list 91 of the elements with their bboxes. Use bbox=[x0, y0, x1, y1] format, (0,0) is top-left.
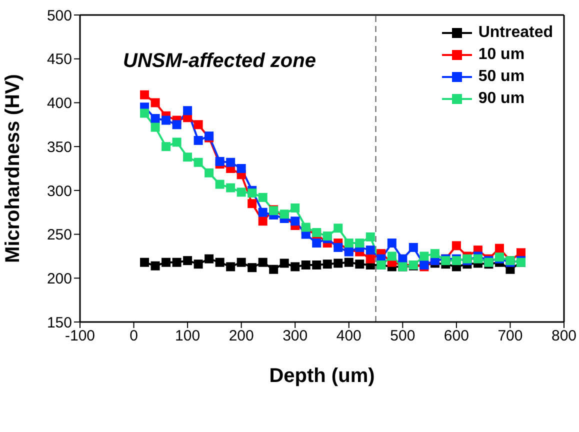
point bbox=[172, 258, 182, 267]
y-tick-label: 450 bbox=[46, 51, 72, 68]
point bbox=[258, 192, 268, 202]
point bbox=[366, 232, 375, 242]
y-tick-label: 400 bbox=[46, 95, 72, 112]
point bbox=[215, 180, 224, 189]
y-tick-label: 250 bbox=[46, 226, 72, 244]
y-tick-label: 500 bbox=[46, 7, 72, 24]
point bbox=[236, 164, 246, 173]
point bbox=[366, 246, 375, 255]
point bbox=[258, 216, 268, 226]
point bbox=[248, 199, 257, 208]
point bbox=[215, 258, 224, 267]
point bbox=[204, 254, 214, 264]
point bbox=[344, 258, 354, 267]
x-tick-label: 600 bbox=[444, 328, 469, 345]
point bbox=[172, 138, 182, 147]
point bbox=[334, 242, 343, 252]
point bbox=[322, 260, 332, 269]
point bbox=[150, 122, 160, 132]
point bbox=[473, 254, 482, 264]
point bbox=[150, 98, 160, 108]
x-tick-label: 200 bbox=[228, 328, 254, 345]
point bbox=[312, 238, 322, 248]
point bbox=[408, 242, 418, 252]
point bbox=[430, 249, 440, 258]
point bbox=[280, 258, 289, 268]
point bbox=[366, 254, 375, 264]
x-tick-label: 100 bbox=[175, 328, 200, 345]
point bbox=[290, 262, 300, 272]
point bbox=[162, 142, 171, 152]
point bbox=[183, 152, 192, 162]
point bbox=[162, 258, 171, 267]
legend-label: 90 um bbox=[478, 90, 525, 108]
x-tick-label: 300 bbox=[282, 328, 308, 345]
point bbox=[194, 260, 203, 269]
x-tick-label: 500 bbox=[390, 328, 416, 345]
point bbox=[334, 258, 343, 268]
point bbox=[162, 116, 171, 125]
point bbox=[355, 260, 364, 269]
y-tick-label: 300 bbox=[46, 182, 72, 200]
point bbox=[194, 136, 203, 145]
legend-label: Untreated bbox=[478, 24, 553, 42]
point bbox=[150, 114, 160, 124]
point bbox=[355, 238, 364, 248]
x-tick-label: 0 bbox=[130, 328, 138, 345]
point bbox=[494, 244, 504, 253]
point bbox=[269, 264, 278, 274]
annotation: UNSM-affected zone bbox=[123, 50, 316, 73]
point bbox=[150, 261, 160, 270]
x-tick-label: 400 bbox=[336, 328, 362, 345]
point bbox=[387, 238, 396, 248]
point bbox=[226, 158, 236, 167]
point bbox=[258, 258, 268, 267]
point bbox=[140, 90, 150, 100]
point bbox=[258, 208, 268, 217]
point bbox=[194, 158, 203, 167]
point bbox=[290, 216, 300, 226]
point bbox=[226, 262, 236, 272]
point bbox=[334, 224, 343, 233]
y-tick-label: 200 bbox=[46, 270, 72, 288]
legend-label: 10 um bbox=[478, 46, 525, 64]
point bbox=[236, 258, 246, 267]
point bbox=[183, 106, 192, 116]
point bbox=[387, 252, 396, 261]
point bbox=[140, 108, 150, 118]
point bbox=[236, 188, 246, 197]
y-tick-label: 350 bbox=[46, 138, 72, 156]
point bbox=[344, 238, 354, 248]
x-tick-label: 700 bbox=[498, 328, 523, 345]
x-axis-title: Depth (um) bbox=[269, 365, 375, 387]
legend-label: 50 um bbox=[478, 68, 525, 86]
point bbox=[172, 120, 182, 130]
point bbox=[322, 232, 332, 241]
y-axis-title: Microhardness (HV) bbox=[2, 74, 24, 263]
point bbox=[215, 156, 224, 166]
point bbox=[301, 260, 310, 270]
point bbox=[183, 256, 192, 266]
point bbox=[140, 258, 150, 267]
point bbox=[452, 241, 461, 250]
point bbox=[248, 263, 257, 272]
x-tick-label: 800 bbox=[551, 328, 577, 345]
point bbox=[420, 252, 429, 261]
point bbox=[280, 210, 289, 219]
point bbox=[301, 222, 310, 232]
point bbox=[194, 120, 203, 130]
point bbox=[204, 168, 214, 178]
point bbox=[290, 203, 300, 212]
point bbox=[226, 183, 236, 192]
point bbox=[248, 188, 257, 198]
point bbox=[312, 260, 322, 270]
